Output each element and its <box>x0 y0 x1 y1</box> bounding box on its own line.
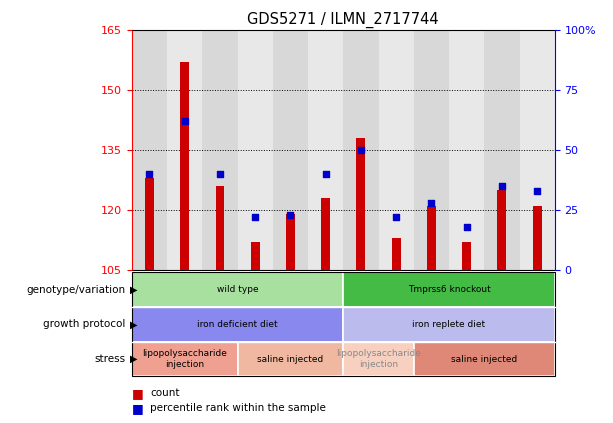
Bar <box>308 30 343 270</box>
Point <box>180 118 189 124</box>
Bar <box>519 30 555 270</box>
Bar <box>202 30 238 270</box>
Point <box>250 214 260 221</box>
Point <box>497 183 507 190</box>
Text: lipopolysaccharide
injection: lipopolysaccharide injection <box>142 349 227 369</box>
Text: iron replete diet: iron replete diet <box>413 320 485 329</box>
Title: GDS5271 / ILMN_2717744: GDS5271 / ILMN_2717744 <box>248 12 439 28</box>
Bar <box>238 30 273 270</box>
Point <box>215 170 225 177</box>
Bar <box>343 30 378 270</box>
Text: wild type: wild type <box>217 285 258 294</box>
Bar <box>145 178 154 270</box>
Text: stress: stress <box>94 354 126 364</box>
Point <box>321 170 330 177</box>
Point <box>462 224 471 231</box>
Text: ■: ■ <box>132 402 143 415</box>
Bar <box>132 30 167 270</box>
Bar <box>462 242 471 270</box>
Point <box>427 200 436 206</box>
Text: saline injected: saline injected <box>451 354 517 364</box>
Text: ▶: ▶ <box>130 319 137 330</box>
Bar <box>498 190 506 270</box>
Bar <box>357 138 365 270</box>
Point <box>391 214 401 221</box>
Text: iron deficient diet: iron deficient diet <box>197 320 278 329</box>
Bar <box>414 30 449 270</box>
Bar <box>533 206 541 270</box>
Text: ■: ■ <box>132 387 143 400</box>
Bar <box>449 30 484 270</box>
Bar <box>286 214 295 270</box>
Bar <box>484 30 520 270</box>
Point <box>286 212 295 218</box>
Bar <box>216 186 224 270</box>
Bar <box>273 30 308 270</box>
Bar <box>167 30 202 270</box>
Text: percentile rank within the sample: percentile rank within the sample <box>150 403 326 413</box>
Bar <box>427 206 436 270</box>
Text: genotype/variation: genotype/variation <box>26 285 126 295</box>
Text: ▶: ▶ <box>130 354 137 364</box>
Bar <box>251 242 259 270</box>
Bar <box>180 62 189 270</box>
Bar <box>392 238 400 270</box>
Point <box>532 187 542 194</box>
Text: count: count <box>150 388 180 398</box>
Text: lipopolysaccharide
injection: lipopolysaccharide injection <box>336 349 421 369</box>
Point <box>356 147 366 154</box>
Text: ▶: ▶ <box>130 285 137 295</box>
Bar <box>321 198 330 270</box>
Text: saline injected: saline injected <box>257 354 324 364</box>
Point <box>145 170 154 177</box>
Bar <box>379 30 414 270</box>
Text: Tmprss6 knockout: Tmprss6 knockout <box>408 285 490 294</box>
Text: growth protocol: growth protocol <box>44 319 126 330</box>
